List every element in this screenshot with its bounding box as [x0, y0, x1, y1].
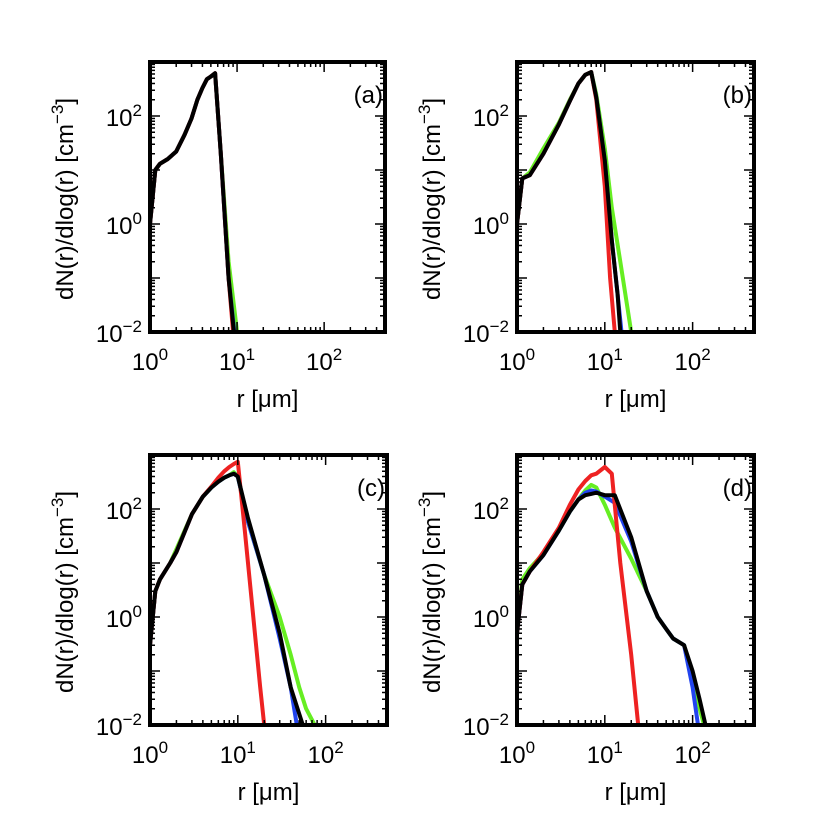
series-line-green [517, 482, 707, 725]
y-tick-label: 100 [106, 602, 142, 633]
x-tick-label: 100 [499, 738, 535, 769]
x-tick-label: 102 [675, 738, 711, 769]
y-tick-marks [150, 454, 387, 726]
x-axis-label: r [μm] [237, 386, 299, 413]
series-line-black [150, 71, 236, 332]
x-tick-label: 100 [132, 345, 168, 376]
panel-label: (d) [723, 475, 752, 502]
panel-label: (c) [357, 475, 385, 502]
axes-frame [515, 453, 756, 727]
series-line-black [517, 70, 623, 332]
series-lines [517, 70, 634, 332]
x-tick-label: 101 [587, 738, 623, 769]
x-axis-label: r [μm] [605, 386, 667, 413]
y-tick-label: 10−2 [463, 317, 509, 348]
x-tick-marks [516, 455, 755, 725]
y-axis-label: dN(r)/dlog(r) [cm−3] [48, 98, 79, 300]
series-lines [517, 465, 708, 725]
y-tick-label: 100 [106, 209, 142, 240]
y-tick-label: 102 [106, 101, 142, 132]
y-axis-label: dN(r)/dlog(r) [cm−3] [48, 491, 79, 693]
y-tick-label: 102 [106, 494, 142, 525]
series-line-red [150, 459, 267, 725]
x-axis-label: r [μm] [605, 779, 667, 806]
series-lines [150, 459, 317, 725]
y-axis-label: dN(r)/dlog(r) [cm−3] [415, 98, 446, 300]
axes-frame [148, 453, 389, 727]
x-tick-label: 100 [499, 345, 535, 376]
x-tick-label: 101 [219, 345, 255, 376]
y-tick-label: 100 [473, 209, 509, 240]
y-tick-label: 100 [473, 602, 509, 633]
series-line-blue [517, 488, 700, 725]
y-axis-label: dN(r)/dlog(r) [cm−3] [415, 491, 446, 693]
x-tick-label: 102 [675, 345, 711, 376]
x-tick-marks [149, 62, 386, 332]
panel-label: (b) [723, 82, 752, 109]
x-tick-label: 102 [308, 738, 344, 769]
y-tick-marks [517, 454, 754, 726]
x-tick-marks [516, 62, 755, 332]
series-line-black [517, 490, 708, 725]
series-line-green [517, 70, 634, 332]
x-tick-label: 101 [587, 345, 623, 376]
y-tick-marks [150, 61, 385, 333]
y-tick-marks [517, 61, 754, 333]
series-line-black [150, 471, 305, 725]
y-tick-label: 102 [473, 494, 509, 525]
x-tick-label: 102 [306, 345, 342, 376]
x-axis-label: r [μm] [238, 779, 300, 806]
y-tick-label: 10−2 [96, 317, 142, 348]
panel-label: (a) [354, 82, 383, 109]
x-tick-label: 100 [132, 738, 168, 769]
y-tick-label: 10−2 [463, 710, 509, 741]
axes-frame [515, 60, 756, 334]
y-tick-label: 10−2 [96, 710, 142, 741]
series-lines [150, 71, 240, 332]
axes-frame [148, 60, 387, 334]
x-tick-label: 101 [220, 738, 256, 769]
x-tick-marks [149, 455, 388, 725]
y-tick-label: 102 [473, 101, 509, 132]
